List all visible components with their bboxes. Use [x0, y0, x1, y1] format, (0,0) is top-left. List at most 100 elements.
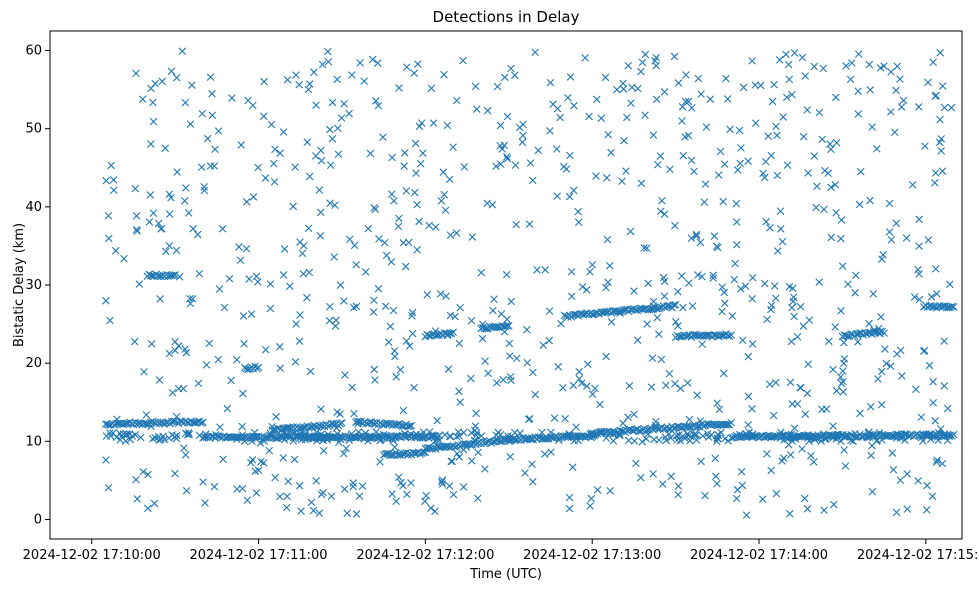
detection-point	[772, 489, 781, 498]
detection-point	[292, 71, 300, 79]
detection-point	[171, 346, 179, 355]
detection-point	[770, 80, 778, 89]
y-tick-label: 10	[25, 434, 42, 449]
detection-point	[195, 431, 204, 440]
detection-point	[601, 73, 610, 82]
detection-point	[276, 149, 284, 158]
detection-point	[518, 138, 527, 146]
detection-point	[449, 328, 457, 337]
detection-point	[436, 290, 445, 298]
detection-point	[259, 112, 268, 121]
detection-point	[247, 310, 256, 318]
detection-point	[696, 238, 705, 247]
detection-point	[630, 287, 638, 295]
detection-point	[315, 186, 324, 194]
detection-point	[382, 251, 391, 260]
detection-point	[511, 161, 520, 170]
detection-point	[249, 193, 258, 201]
detection-point	[186, 294, 194, 303]
detection-point	[903, 470, 911, 478]
detection-point	[433, 416, 441, 425]
detection-point	[877, 367, 886, 376]
detection-point	[327, 492, 336, 501]
detection-point	[242, 198, 251, 206]
detection-point	[171, 271, 179, 279]
detection-point	[782, 50, 790, 59]
detection-point	[306, 367, 315, 376]
detection-point	[854, 50, 863, 58]
detection-point	[132, 225, 141, 234]
detection-point	[713, 430, 722, 439]
detection-point	[832, 386, 841, 395]
detection-point	[338, 419, 346, 427]
detection-point	[655, 436, 663, 444]
y-tick-label: 40	[25, 200, 42, 215]
detection-point	[671, 318, 680, 326]
detection-point	[824, 169, 833, 178]
detection-point	[534, 146, 543, 155]
detection-point	[767, 151, 775, 160]
detection-point	[280, 245, 289, 253]
detection-point	[390, 347, 399, 355]
detection-point	[283, 492, 291, 501]
detection-point	[263, 434, 272, 442]
detection-point	[732, 199, 741, 208]
detection-point	[444, 365, 453, 373]
detection-point	[223, 404, 232, 413]
detection-point	[785, 75, 794, 84]
detection-point	[441, 206, 450, 215]
detection-point	[643, 320, 651, 328]
detection-point	[315, 509, 324, 518]
detection-point	[356, 59, 364, 67]
detection-point	[541, 266, 550, 274]
detection-point	[117, 432, 126, 441]
detection-point	[474, 448, 482, 457]
detection-point	[840, 359, 848, 368]
detection-point	[317, 156, 326, 165]
detection-point	[938, 82, 947, 90]
detection-point	[326, 161, 335, 169]
detection-point	[395, 473, 403, 482]
detection-point	[413, 200, 421, 209]
detection-point	[722, 74, 730, 83]
detection-point	[898, 372, 906, 380]
detection-point	[200, 183, 208, 191]
detection-point	[269, 159, 278, 168]
detection-point	[505, 339, 514, 348]
detection-point	[703, 331, 711, 340]
detection-point	[676, 384, 685, 393]
detection-point	[659, 273, 668, 282]
detection-point	[503, 315, 511, 324]
detection-point	[396, 365, 405, 374]
detection-point	[182, 184, 190, 192]
detection-point	[147, 340, 156, 348]
detection-point	[162, 247, 170, 256]
detection-point	[877, 313, 885, 321]
detection-point	[554, 362, 563, 371]
detection-point	[624, 61, 633, 70]
detection-point	[507, 297, 516, 306]
detection-point	[602, 174, 611, 182]
detection-point	[922, 506, 931, 514]
detection-point	[842, 62, 850, 70]
detection-point	[712, 472, 720, 481]
detection-point	[459, 483, 468, 491]
detection-point	[503, 322, 511, 330]
detection-point	[850, 433, 859, 441]
detection-point	[588, 260, 597, 269]
detection-point	[305, 268, 314, 277]
detection-point	[388, 490, 396, 498]
detection-point	[713, 479, 721, 488]
detection-point	[837, 216, 846, 224]
detection-point	[699, 432, 707, 440]
detection-point	[710, 232, 719, 241]
chart-title: Detections in Delay	[433, 8, 580, 26]
detection-point	[732, 494, 741, 503]
detection-point	[188, 294, 197, 303]
detection-point	[923, 481, 931, 490]
detection-point	[931, 92, 940, 100]
detection-point	[656, 152, 665, 160]
detection-point	[111, 246, 120, 255]
detection-point	[739, 83, 748, 92]
